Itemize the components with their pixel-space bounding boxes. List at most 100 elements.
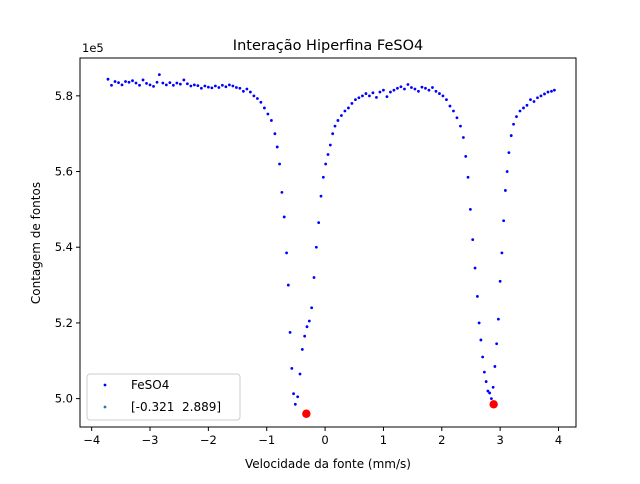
data-point bbox=[280, 190, 284, 194]
data-point bbox=[248, 90, 252, 94]
data-point bbox=[505, 170, 509, 173]
data-point bbox=[259, 100, 263, 104]
data-point bbox=[546, 90, 550, 94]
data-point bbox=[371, 91, 375, 95]
data-point bbox=[314, 245, 318, 249]
data-point bbox=[539, 94, 543, 98]
data-point bbox=[364, 92, 368, 95]
data-point bbox=[210, 86, 214, 90]
data-point bbox=[326, 153, 330, 156]
data-point bbox=[382, 88, 385, 92]
minimum-marker bbox=[302, 409, 311, 418]
data-point bbox=[361, 94, 364, 98]
data-point bbox=[285, 251, 288, 255]
data-point bbox=[252, 94, 256, 98]
data-point bbox=[473, 266, 477, 270]
data-point bbox=[199, 86, 203, 90]
data-point bbox=[452, 109, 455, 113]
data-point bbox=[131, 79, 134, 83]
data-point bbox=[336, 119, 340, 122]
x-tick-label: −2 bbox=[200, 433, 217, 447]
data-point bbox=[255, 97, 259, 100]
data-point bbox=[495, 342, 499, 346]
y-axis-offset-label: 1e5 bbox=[82, 41, 104, 55]
x-tick-label: 4 bbox=[555, 433, 562, 447]
data-point bbox=[512, 122, 515, 126]
data-point bbox=[509, 134, 513, 137]
legend-label-fit-minima: [-0.321 2.889] bbox=[131, 400, 221, 414]
data-point bbox=[113, 80, 117, 83]
y-tick-label: 5.0 bbox=[55, 392, 73, 406]
data-point bbox=[189, 84, 193, 88]
data-point bbox=[278, 162, 281, 166]
data-point bbox=[213, 84, 217, 88]
data-point bbox=[343, 109, 347, 113]
data-point bbox=[496, 317, 500, 321]
data-point bbox=[245, 87, 249, 91]
legend-box bbox=[86, 373, 241, 421]
data-point bbox=[321, 175, 325, 179]
data-point bbox=[185, 82, 189, 86]
data-point bbox=[298, 372, 302, 376]
data-point bbox=[522, 106, 525, 110]
data-point bbox=[224, 85, 228, 89]
data-point bbox=[479, 338, 483, 342]
data-point bbox=[471, 238, 475, 242]
data-point bbox=[488, 391, 492, 395]
data-point bbox=[543, 92, 546, 96]
data-point bbox=[459, 124, 462, 128]
data-point bbox=[417, 89, 420, 93]
data-point bbox=[269, 119, 273, 122]
data-point bbox=[273, 132, 277, 136]
data-point bbox=[192, 83, 196, 87]
data-point bbox=[385, 95, 389, 99]
axis-ticks: −4 −3 −2 −1 0 1 2 3 4 5.0 5.2 5.4 5.6 5.8 bbox=[55, 89, 562, 447]
data-point bbox=[303, 334, 307, 338]
data-point bbox=[324, 162, 328, 166]
data-point bbox=[238, 86, 242, 90]
legend-marker-fit-minima bbox=[103, 405, 107, 409]
data-point bbox=[106, 77, 110, 81]
data-point bbox=[427, 88, 431, 92]
data-point bbox=[182, 78, 186, 82]
y-axis-label: Contagem de fontos bbox=[29, 182, 43, 304]
data-point bbox=[503, 189, 507, 192]
data-point bbox=[333, 124, 337, 128]
data-point bbox=[171, 83, 175, 87]
data-point bbox=[389, 90, 392, 94]
data-point bbox=[203, 84, 207, 88]
data-point bbox=[525, 103, 529, 107]
data-point bbox=[290, 366, 294, 370]
data-point bbox=[350, 102, 354, 105]
data-point bbox=[466, 175, 470, 179]
data-point bbox=[424, 86, 427, 90]
data-point bbox=[441, 94, 445, 98]
data-point bbox=[300, 348, 304, 351]
data-point bbox=[340, 114, 343, 117]
data-point bbox=[406, 83, 410, 86]
data-point bbox=[357, 96, 361, 100]
data-point bbox=[420, 85, 424, 89]
data-point bbox=[288, 330, 292, 334]
x-tick-label: 3 bbox=[496, 433, 503, 447]
y-tick-label: 5.8 bbox=[55, 89, 73, 103]
data-point bbox=[331, 132, 335, 136]
data-point bbox=[178, 82, 182, 86]
plot-frame bbox=[79, 57, 577, 428]
data-point bbox=[282, 215, 286, 219]
data-point bbox=[431, 86, 434, 89]
data-point bbox=[241, 89, 245, 93]
data-point bbox=[134, 81, 138, 85]
data-point bbox=[293, 402, 297, 406]
data-point bbox=[445, 98, 448, 102]
data-point bbox=[486, 389, 490, 393]
data-point bbox=[403, 87, 406, 91]
data-point bbox=[413, 87, 417, 91]
x-axis-label: Velocidade da fonte (mm/s) bbox=[245, 457, 411, 471]
chart-title: Interação Hiperfina FeSO4 bbox=[233, 38, 423, 54]
data-point bbox=[124, 80, 127, 83]
data-point bbox=[515, 115, 518, 119]
data-point bbox=[164, 83, 168, 87]
